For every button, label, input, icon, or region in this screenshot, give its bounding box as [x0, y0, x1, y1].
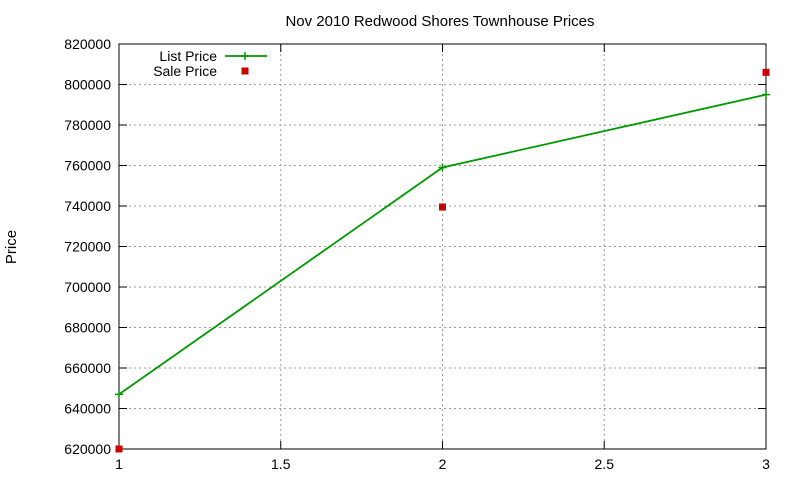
list-price-point-0 [115, 390, 123, 399]
y-tick-label-4: 700000 [64, 279, 111, 295]
y-tick-label-9: 800000 [64, 77, 111, 93]
y-tick-label-10: 820000 [64, 36, 111, 52]
list-price-point-1 [438, 163, 447, 172]
y-tick-label-0: 620000 [64, 441, 111, 457]
series-layer [115, 68, 770, 453]
grid-layer [119, 44, 766, 449]
sale-price-point-1 [439, 203, 446, 211]
list-price-point-2 [762, 90, 770, 99]
legend-label-list-price: List Price [159, 48, 217, 64]
legend-label-sale-price: Sale Price [153, 63, 217, 79]
x-tick-label-0: 1 [115, 456, 123, 472]
y-tick-label-8: 780000 [64, 117, 111, 133]
y-tick-label-5: 720000 [64, 239, 111, 255]
legend-marker-list-price [241, 52, 249, 60]
x-tick-label-2: 2 [439, 456, 447, 472]
y-tick-label-7: 760000 [64, 158, 111, 174]
y-tick-label-2: 660000 [64, 360, 111, 376]
y-tick-label-1: 640000 [64, 401, 111, 417]
y-tick-label-6: 740000 [64, 198, 111, 214]
y-axis-label: Price [3, 230, 20, 264]
ticks-layer: 620000 640000 660000 680000 700000 720000 7400… [64, 36, 770, 472]
legend-marker-sale-price [241, 67, 249, 75]
sale-price-point-0 [115, 445, 123, 453]
x-tick-label-3: 2.5 [595, 456, 615, 472]
y-tick-label-3: 680000 [64, 320, 111, 336]
sale-price-point-2 [762, 68, 770, 76]
x-tick-label-1: 1.5 [271, 456, 291, 472]
chart-title: Nov 2010 Redwood Shores Townhouse Prices [285, 13, 594, 30]
x-tick-label-4: 3 [762, 456, 770, 472]
